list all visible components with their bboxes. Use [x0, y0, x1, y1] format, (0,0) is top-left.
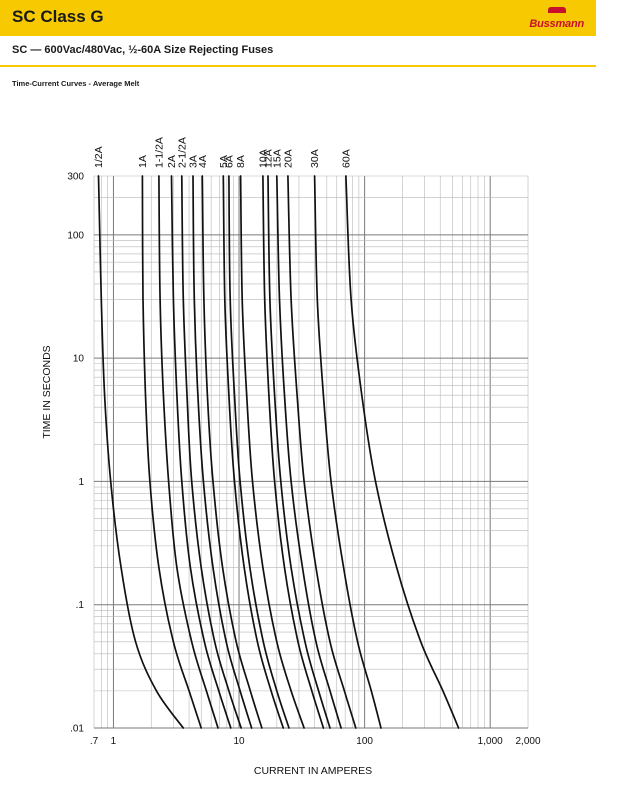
curve-label: 6A [223, 155, 235, 168]
curve-label: 1A [137, 155, 149, 168]
y-tick-label: 1 [78, 477, 84, 488]
curve-label: 1/2A [93, 146, 105, 168]
curve-14 [287, 175, 357, 729]
curve-label: 12A [263, 149, 275, 168]
x-tick-label: 100 [356, 736, 373, 747]
x-axis-title: CURRENT IN AMPERES [254, 765, 372, 777]
curve-label: 1-1/2A [153, 137, 165, 168]
y-tick-label: .1 [76, 600, 85, 611]
curve-label: 20A [282, 149, 294, 168]
curve-label: 15A [271, 149, 283, 168]
curve-4 [170, 175, 232, 729]
curve-label: 60A [340, 149, 352, 168]
x-tick-label: .7 [90, 736, 99, 747]
curve-5 [180, 175, 243, 729]
curve-2 [141, 175, 203, 729]
curve-label: 5A [218, 155, 230, 168]
curve-3 [158, 175, 219, 729]
brand-name: Bussmann [529, 18, 584, 30]
curve-8 [222, 175, 285, 729]
curve-11 [262, 175, 325, 729]
curve-6 [192, 175, 253, 729]
curve-label: 3A [188, 155, 200, 168]
y-tick-label: .01 [70, 724, 84, 735]
curve-7 [201, 175, 263, 729]
x-tick-label: 10 [233, 736, 245, 747]
curve-13 [275, 175, 342, 729]
section-label: Time-Current Curves - Average Melt [12, 79, 140, 88]
chart-ticks: .7 1 10 100 1,000 2,000 .01 .1 1 10 100 300 [67, 172, 541, 748]
curve-label: 8A [235, 155, 247, 168]
page-subtitle: SC — 600Vac/480Vac, ½-60A Size Rejecting… [12, 44, 274, 56]
brand-logo: Bussmann [529, 7, 584, 32]
y-tick-label: 100 [67, 230, 84, 241]
curve-label: 2A [166, 155, 178, 168]
curve-10 [239, 175, 305, 729]
y-tick-label: 300 [67, 172, 84, 183]
curve-15 [313, 175, 382, 729]
curve-label: 4A [197, 155, 209, 168]
x-tick-label: 2,000 [515, 736, 540, 747]
curve-9 [228, 175, 290, 729]
curve-label: 10A [257, 149, 269, 168]
curve-label: 2-1/2A [176, 137, 188, 168]
x-tick-label: 1 [111, 736, 117, 747]
brand-mark-icon [547, 7, 566, 13]
page-title: SC Class G [12, 7, 104, 26]
y-axis-title: TIME IN SECONDS [41, 345, 53, 438]
curve-label: 30A [309, 149, 321, 168]
x-tick-label: 1,000 [478, 736, 503, 747]
curve-12 [267, 175, 331, 729]
curve-1 [97, 175, 185, 729]
chart-curves [97, 175, 460, 729]
header-banner: SC Class G Bussmann [0, 0, 596, 36]
header-divider [0, 65, 596, 67]
y-tick-label: 10 [73, 354, 85, 365]
curve-16 [345, 175, 460, 729]
